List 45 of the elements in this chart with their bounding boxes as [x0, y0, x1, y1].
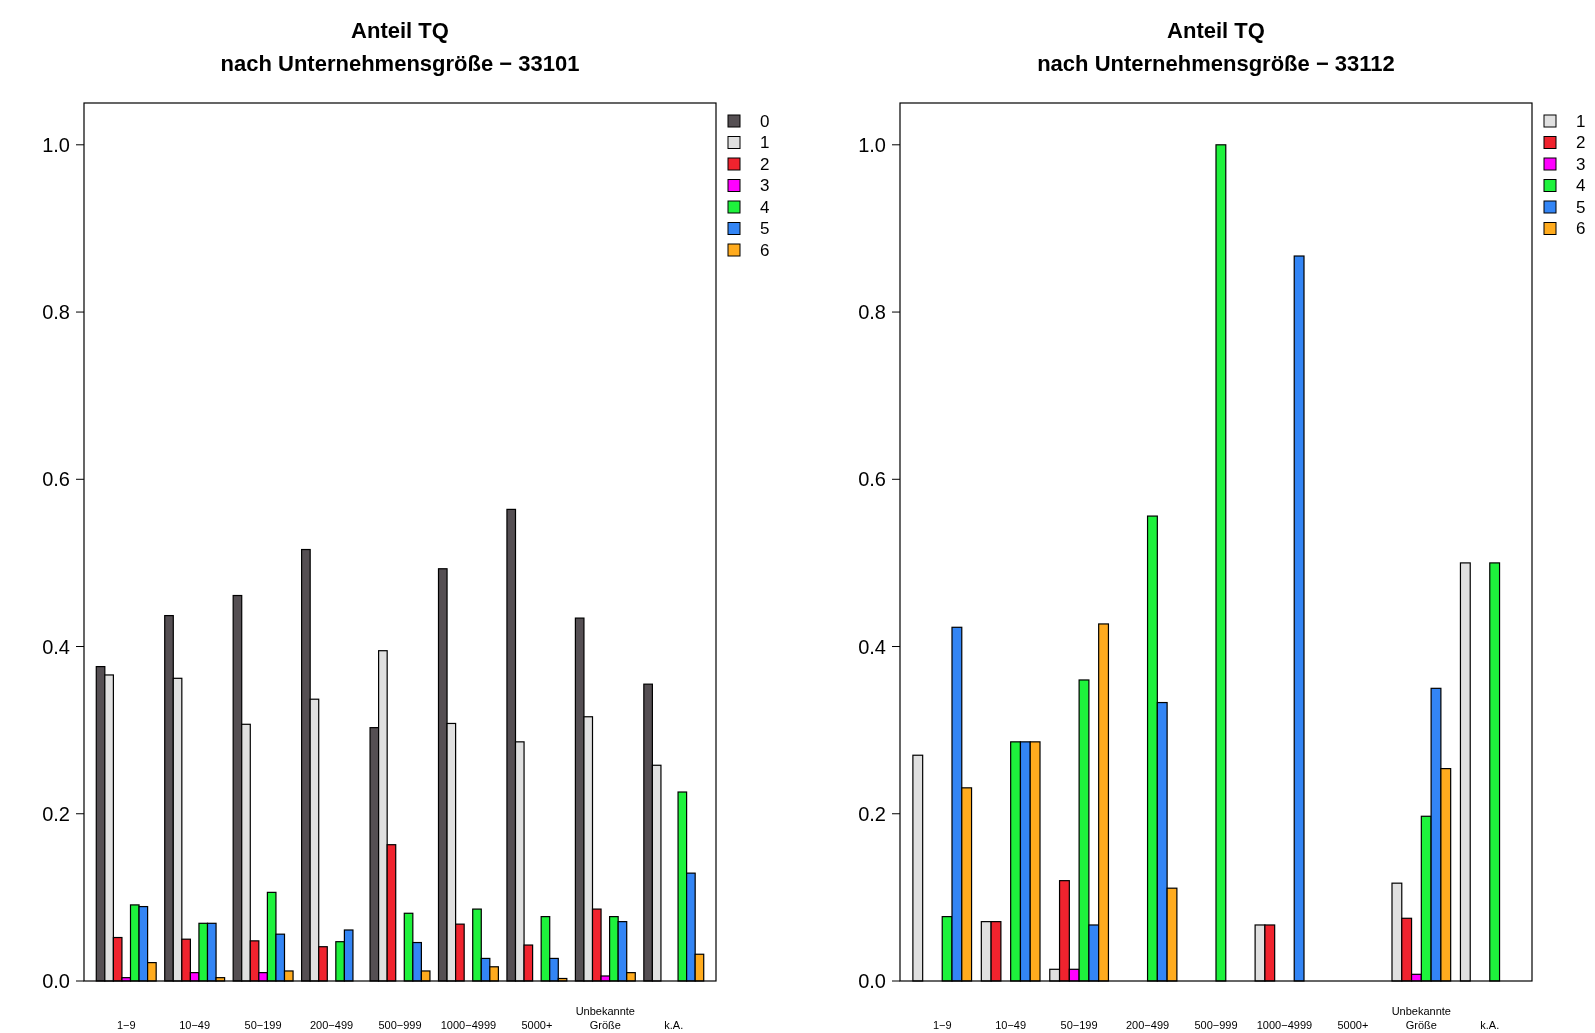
- legend-label: 1: [1576, 111, 1586, 131]
- y-tick-label: 0.4: [858, 635, 886, 658]
- legend-label: 0: [760, 111, 770, 131]
- y-tick-label: 0.2: [42, 802, 70, 825]
- legend-label: 5: [1576, 197, 1586, 217]
- x-tick-label: 50−199: [1060, 1019, 1098, 1031]
- x-tick-label: 200−499: [1125, 1019, 1170, 1031]
- legend-label: 4: [1576, 176, 1586, 196]
- x-tick-label: 1−9: [932, 1019, 952, 1031]
- y-tick-label: 0.4: [42, 635, 70, 658]
- x-tick-label: k.A.: [664, 1019, 684, 1031]
- legend-label: 2: [1576, 133, 1586, 153]
- chart-title: Anteil TQ nach Unternehmensgröße − 33101: [220, 18, 580, 76]
- y-tick-label: 1.0: [42, 133, 70, 156]
- x-tick-label: 1000−4999: [1256, 1019, 1313, 1031]
- x-tick-label: 500−999: [378, 1019, 422, 1031]
- y-tick-label: 0.0: [42, 970, 70, 992]
- legend-label: 6: [1576, 219, 1586, 239]
- x-tick-label: 1000−4999: [440, 1019, 497, 1031]
- x-tick-label: 5000+: [521, 1019, 553, 1031]
- x-tick-label: 1−9: [116, 1019, 136, 1031]
- y-tick-label: 0.6: [858, 468, 886, 491]
- x-tick-label: Unbekannte Größe: [1391, 1005, 1451, 1031]
- y-tick-label: 1.0: [858, 133, 886, 156]
- x-tick-label: 500−999: [1194, 1019, 1238, 1031]
- legend-label: 1: [760, 133, 770, 153]
- legend-label: 4: [760, 197, 770, 217]
- y-tick-label: 0.8: [42, 301, 70, 324]
- legend-label: 2: [760, 154, 770, 174]
- y-tick-label: 0.2: [858, 802, 886, 825]
- x-tick-label: 10−49: [179, 1019, 211, 1031]
- legend-label: 6: [760, 240, 770, 260]
- y-tick-label: 0.0: [858, 970, 886, 992]
- x-tick-label: k.A.: [1480, 1019, 1500, 1031]
- x-tick-label: Unbekannte Größe: [575, 1005, 635, 1031]
- y-tick-label: 0.8: [858, 301, 886, 324]
- legend-label: 5: [760, 219, 770, 239]
- x-tick-label: 10−49: [995, 1019, 1027, 1031]
- legend-label: 3: [760, 176, 770, 196]
- x-tick-label: 5000+: [1337, 1019, 1369, 1031]
- x-tick-label: 50−199: [244, 1019, 282, 1031]
- legend-label: 3: [1576, 154, 1586, 174]
- x-tick-label: 200−499: [309, 1019, 354, 1031]
- chart-title: Anteil TQ nach Unternehmensgröße − 33112: [1037, 18, 1395, 76]
- y-tick-label: 0.6: [42, 468, 70, 491]
